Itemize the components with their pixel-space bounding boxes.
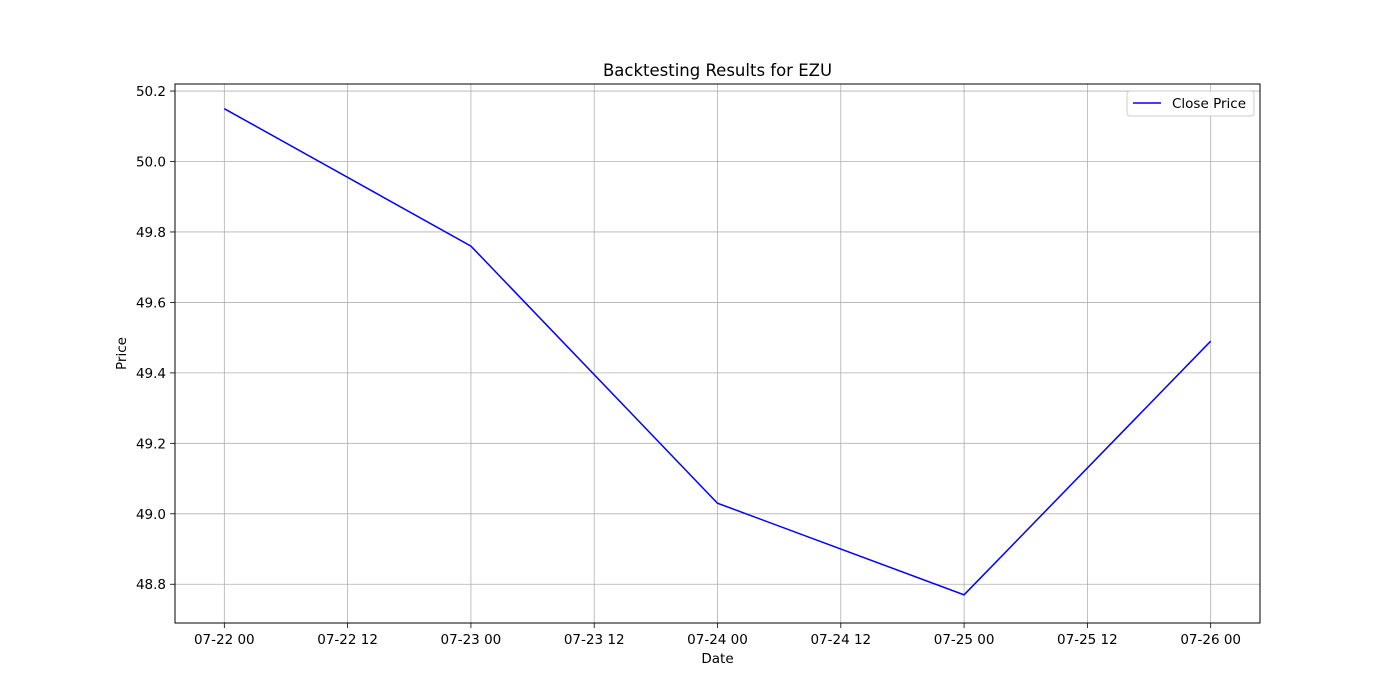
- y-tick-label: 49.4: [136, 366, 166, 382]
- y-tick-label: 49.2: [136, 436, 166, 452]
- y-axis-label: Price: [114, 337, 130, 370]
- x-tick-label: 07-23 00: [441, 632, 502, 648]
- x-tick-label: 07-24 00: [687, 632, 748, 648]
- x-tick-label: 07-24 12: [810, 632, 871, 648]
- y-tick-label: 48.8: [136, 577, 166, 593]
- legend-box: [1126, 90, 1255, 117]
- y-tick-label: 49.6: [136, 295, 166, 311]
- x-tick-label: 07-22 00: [194, 632, 255, 648]
- grid-lines: [175, 84, 1260, 623]
- x-tick-label: 07-25 12: [1057, 632, 1118, 648]
- legend-label-close-price: Close Price: [1172, 96, 1246, 112]
- x-axis-ticks: 07-22 00 07-22 12 07-23 00 07-23 12 07-24 00…: [194, 623, 1241, 648]
- legend: Close Price: [1126, 90, 1255, 117]
- x-tick-label: 07-25 00: [934, 632, 995, 648]
- y-tick-label: 50.0: [136, 155, 166, 171]
- x-tick-label: 07-22 12: [317, 632, 378, 648]
- x-axis-label: Date: [701, 651, 733, 667]
- y-tick-label: 49.0: [136, 507, 166, 523]
- x-tick-label: 07-26 00: [1180, 632, 1241, 648]
- x-tick-label: 07-23 12: [564, 632, 625, 648]
- y-tick-label: 49.8: [136, 225, 166, 241]
- y-tick-label: 50.2: [136, 84, 166, 100]
- chart-title: Backtesting Results for EZU: [603, 61, 832, 80]
- plot-lines: [223, 108, 1212, 596]
- y-axis-ticks: 48.8 49.0 49.2 49.4 49.6 49.8 50.0 50.2: [136, 84, 175, 593]
